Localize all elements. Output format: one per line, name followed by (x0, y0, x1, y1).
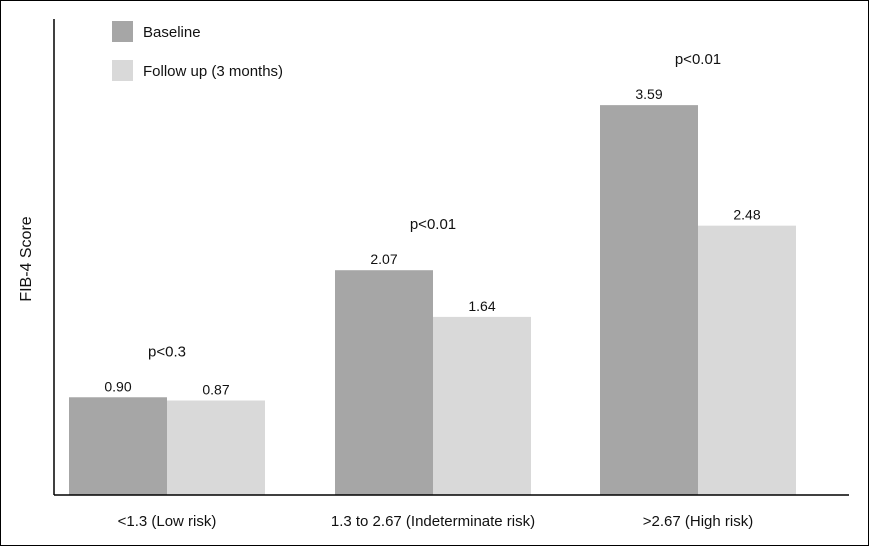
data-label-baseline-3: 3.59 (635, 86, 662, 102)
bar-baseline-1 (69, 397, 167, 495)
p-value-annotation-1: p<0.3 (148, 343, 186, 360)
p-value-annotation-3: p<0.01 (675, 51, 721, 68)
x-tick-label-2: 1.3 to 2.67 (Indeterminate risk) (331, 513, 535, 530)
data-label-follow-up-3-months-3: 2.48 (733, 207, 760, 223)
bar-baseline-2 (335, 270, 433, 495)
data-label-baseline-2: 2.07 (370, 251, 397, 267)
bar-follow-up-3-months-2 (433, 316, 531, 495)
bar-follow-up-3-months-3 (698, 225, 796, 495)
legend: Baseline Follow up (3 months) (112, 21, 283, 81)
legend-label-followup: Follow up (3 months) (143, 63, 283, 80)
data-label-baseline-1: 0.90 (104, 378, 131, 394)
bar-follow-up-3-months-1 (167, 400, 265, 495)
legend-swatch-baseline (112, 21, 133, 42)
bar-baseline-3 (600, 105, 698, 495)
legend-swatch-followup (112, 60, 133, 81)
data-label-follow-up-3-months-1: 0.87 (202, 382, 229, 398)
legend-label-baseline: Baseline (143, 24, 201, 41)
data-label-follow-up-3-months-2: 1.64 (468, 298, 495, 314)
x-tick-label-3: >2.67 (High risk) (643, 513, 753, 530)
p-value-annotation-2: p<0.01 (410, 216, 456, 233)
x-tick-label-1: <1.3 (Low risk) (118, 513, 217, 530)
y-axis-label: FIB-4 Score (18, 216, 35, 301)
